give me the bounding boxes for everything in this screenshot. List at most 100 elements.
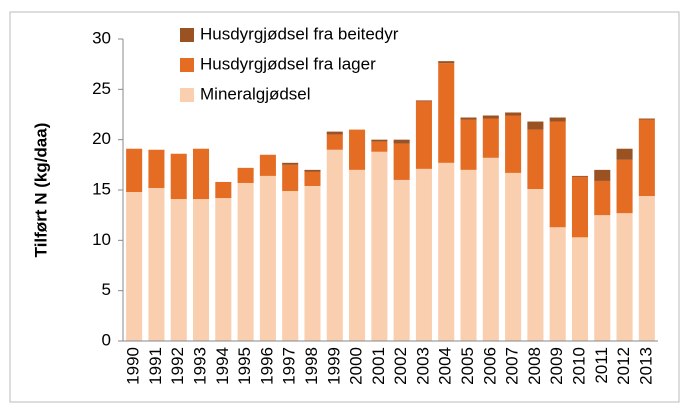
x-tick-label: 2000	[347, 347, 366, 385]
bar-segment	[326, 134, 343, 150]
bar-segment	[215, 198, 232, 341]
bar-segment	[505, 112, 522, 116]
x-tick-label: 2001	[369, 347, 388, 385]
x-tick-label: 2006	[480, 347, 499, 385]
bar-segment	[304, 171, 321, 186]
bar-segment	[549, 121, 566, 228]
x-tick-label: 1994	[213, 347, 232, 385]
y-tick-label: 0	[102, 330, 111, 349]
bar-segment	[438, 61, 455, 64]
bar-segment	[282, 191, 299, 341]
bar-segment	[460, 119, 477, 170]
x-tick-label: 1998	[302, 347, 321, 385]
bar-segment	[438, 63, 455, 163]
y-axis-label: Tilført N (kg/daa)	[31, 123, 50, 258]
x-tick-label: 1995	[235, 347, 254, 385]
chart-frame	[9, 11, 680, 403]
legend-label: Mineralgjødsel	[200, 84, 311, 103]
bar-segment	[616, 159, 633, 214]
bar-segment	[349, 169, 366, 341]
bar-segment	[393, 179, 410, 341]
y-tick-label: 10	[92, 230, 111, 249]
bar-segment	[415, 101, 432, 169]
legend-label: Husdyrgjødsel fra beitedyr	[200, 24, 399, 43]
x-tick-label: 2003	[413, 347, 432, 385]
x-tick-label: 1997	[280, 347, 299, 385]
bar-segment	[349, 129, 366, 170]
bar-segment	[371, 139, 388, 142]
bar-segment	[505, 115, 522, 173]
bar-segment	[259, 154, 276, 176]
bar-segment	[482, 115, 499, 119]
bar-segment	[148, 187, 165, 341]
x-tick-label: 2009	[547, 347, 566, 385]
bar-segment	[126, 192, 143, 341]
bar-segment	[237, 182, 254, 341]
x-tick-label: 2012	[614, 347, 633, 385]
bar-segment	[527, 129, 544, 189]
legend-swatch	[180, 28, 194, 42]
bar-segment	[571, 176, 589, 238]
y-tick-label: 15	[92, 179, 111, 198]
x-tick-label: 1992	[168, 347, 187, 385]
bar-segment	[415, 168, 432, 341]
y-tick-label: 30	[92, 28, 111, 47]
bar-segment	[215, 181, 232, 199]
bar-segment	[393, 139, 410, 144]
bar-segment	[571, 175, 589, 177]
bar-segment	[594, 215, 611, 341]
bar-segment	[192, 199, 210, 341]
bar-segment	[170, 153, 187, 200]
bar-segment	[616, 213, 633, 341]
y-tick-label: 5	[102, 280, 111, 299]
bar-segment	[616, 148, 633, 160]
x-tick-label: 2011	[592, 347, 611, 384]
x-tick-label: 1991	[146, 347, 165, 385]
legend-label: Husdyrgjødsel fra lager	[200, 54, 376, 73]
y-tick-label: 25	[92, 79, 111, 98]
bar-segment	[460, 117, 477, 120]
x-tick-label: 1993	[191, 347, 210, 385]
x-tick-label: 2002	[391, 347, 410, 385]
bar-segment	[638, 118, 655, 120]
legend-swatch	[180, 58, 194, 72]
bar-segment	[259, 175, 276, 341]
bar-segment	[148, 149, 165, 188]
bar-segment	[527, 188, 544, 341]
x-tick-label: 2005	[458, 347, 477, 385]
x-tick-label: 2010	[569, 347, 588, 385]
bar-segment	[282, 164, 299, 192]
bar-segment	[482, 157, 499, 341]
bar-segment	[594, 180, 611, 216]
bar-segment	[460, 169, 477, 341]
bar-segment	[237, 167, 254, 183]
x-tick-label: 1996	[257, 347, 276, 385]
bar-segment	[527, 121, 544, 130]
bar-segment	[371, 151, 388, 341]
bar-segment	[304, 169, 321, 172]
bar-segment	[638, 119, 655, 197]
bar-segment	[505, 172, 522, 341]
bar-segment	[549, 227, 566, 341]
bar-segment	[282, 162, 299, 165]
bar-segment	[192, 148, 210, 200]
bar-segment	[326, 131, 343, 135]
x-tick-label: 2004	[436, 347, 455, 385]
bar-segment	[393, 143, 410, 180]
legend-swatch	[180, 88, 194, 102]
x-tick-label: 2007	[503, 347, 522, 385]
bar-segment	[326, 149, 343, 341]
bar-segment	[638, 196, 655, 341]
bar-segment	[126, 148, 143, 193]
bar-segment	[371, 141, 388, 152]
x-tick-label: 1999	[324, 347, 343, 385]
bar-segment	[594, 169, 611, 181]
bar-segment	[571, 237, 589, 341]
bar-segment	[415, 100, 432, 102]
bar-segment	[549, 117, 566, 122]
bar-segment	[170, 199, 187, 341]
x-tick-label: 1990	[124, 347, 143, 385]
y-tick-label: 20	[92, 129, 111, 148]
bar-segment	[438, 162, 455, 341]
